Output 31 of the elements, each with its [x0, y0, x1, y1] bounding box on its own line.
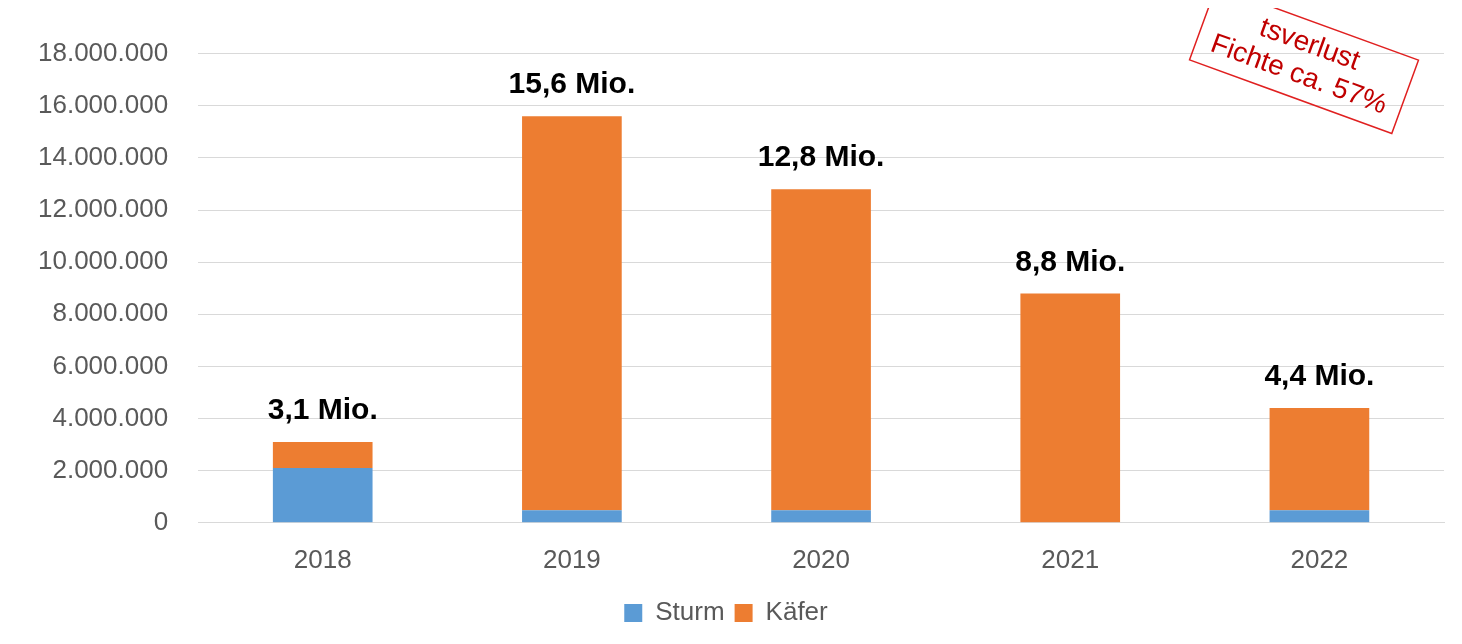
- annotation: 4,4 Mio.: [1264, 358, 1375, 392]
- y-tick-label: 10.000.000: [37, 245, 169, 276]
- y-tick-label: 8.000.000: [52, 297, 169, 328]
- x-tick-label: 2018: [293, 543, 352, 574]
- bar: [272, 441, 373, 469]
- y-tick-label: 12.000.000: [37, 193, 169, 224]
- x-tick-label: 2020: [792, 543, 850, 574]
- y-tick-label: 2.000.000: [52, 453, 169, 484]
- x-tick-label: 2021: [1041, 543, 1100, 574]
- legend-label: Sturm: [655, 596, 725, 627]
- annotation: 3,1 Mio.: [267, 392, 378, 426]
- bar: [1269, 408, 1370, 511]
- y-tick-label: 18.000.000: [37, 36, 169, 67]
- annotation: 12,8 Mio.: [757, 139, 885, 173]
- y-tick-label: 6.000.000: [52, 349, 169, 380]
- bar: [522, 510, 622, 523]
- bar: [272, 468, 373, 523]
- y-tick-label: 16.000.000: [37, 88, 169, 119]
- bar: [1020, 293, 1121, 523]
- x-tick-label: 2022: [1290, 543, 1349, 574]
- bar: [771, 510, 871, 523]
- y-tick-label: 14.000.000: [37, 141, 169, 172]
- annotation: 8,8 Mio.: [1015, 243, 1126, 277]
- x-tick-label: 2019: [542, 543, 601, 574]
- y-tick-label: 0: [153, 505, 169, 536]
- bar: [771, 189, 871, 511]
- legend-label: Käfer: [765, 596, 829, 627]
- y-tick-label: 4.000.000: [52, 401, 169, 432]
- bar: [1269, 510, 1370, 523]
- annotation: 15,6 Mio.: [508, 66, 636, 100]
- bar: [522, 116, 622, 511]
